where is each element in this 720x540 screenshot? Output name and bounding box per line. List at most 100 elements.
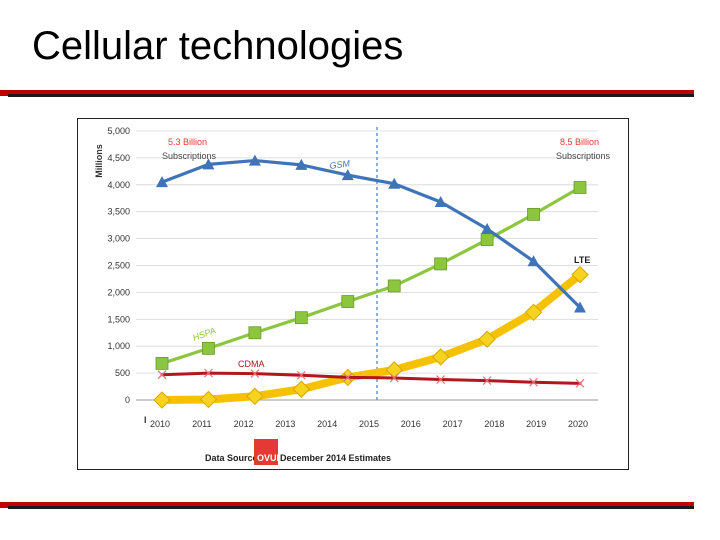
data-point	[248, 326, 262, 340]
series-line-lte	[158, 270, 584, 404]
data-point-stroke	[482, 376, 492, 386]
source-label: Data Source	[205, 453, 258, 463]
x-tick-label: 2017	[443, 419, 463, 429]
data-point	[155, 357, 169, 370]
data-point	[246, 387, 264, 405]
y-tick-label: 3,000	[107, 234, 130, 244]
data-point	[250, 369, 260, 379]
data-point-stroke	[389, 373, 399, 383]
data-point	[157, 370, 167, 380]
data-point	[387, 279, 401, 293]
title-divider	[0, 90, 694, 97]
data-point	[292, 380, 311, 398]
x-tick-label: 2012	[234, 419, 254, 429]
data-point-stroke	[157, 370, 167, 380]
series-line-cdma	[160, 371, 582, 385]
series-line-gsm	[160, 158, 582, 310]
data-point	[434, 196, 447, 208]
data-point	[294, 311, 308, 325]
data-point	[295, 158, 308, 170]
x-tick-label: 2015	[359, 419, 379, 429]
data-point	[482, 376, 492, 386]
data-point-stroke	[575, 378, 585, 388]
source-brand-box	[254, 439, 278, 465]
data-point	[199, 390, 218, 409]
data-point	[341, 169, 354, 181]
x-axis-ticks: 2010 2011 2012 2013 2014 2015 2016 2017 2018 2019…	[150, 419, 588, 429]
chart-frame: 0 500 1,000 1,500 2,000 2,500 3,000 3,500 4,000 4…	[77, 118, 629, 470]
data-point	[204, 368, 213, 378]
data-point	[575, 378, 585, 388]
y-tick-label: 1,000	[107, 341, 130, 351]
data-point	[434, 257, 448, 271]
x-tick-label: 2010	[150, 419, 170, 429]
source-caption: December 2014 Estimates	[280, 453, 391, 463]
y-axis-ticks: 0 500 1,000 1,500 2,000 2,500 3,000 3,500 4,000 4…	[107, 126, 130, 405]
data-point	[436, 375, 446, 384]
data-point-stroke	[250, 369, 260, 379]
left-annotation-caption: Subscriptions	[162, 151, 217, 161]
data-point	[341, 295, 355, 308]
data-point-stroke	[343, 372, 353, 382]
data-point	[389, 373, 399, 383]
x-tick-label: 2011	[192, 419, 211, 429]
extra-tick: I	[144, 415, 147, 425]
data-point-stroke	[204, 368, 213, 378]
x-tick-label: 2013	[275, 419, 295, 429]
source-brand: OVUM	[257, 453, 284, 463]
y-tick-label: 1,500	[107, 314, 130, 324]
data-point	[388, 177, 401, 189]
data-point-stroke	[436, 375, 446, 384]
data-point	[202, 341, 215, 355]
data-point	[343, 372, 353, 382]
data-point	[524, 303, 543, 322]
data-point	[527, 255, 540, 267]
data-point	[573, 181, 587, 194]
y-tick-label: 3,500	[107, 207, 130, 217]
y-axis-label: Millions	[94, 144, 104, 178]
data-point	[480, 233, 494, 247]
series-label-lte: LTE	[574, 255, 590, 265]
series-layer	[153, 154, 589, 409]
data-point	[481, 222, 494, 234]
data-point	[529, 377, 538, 387]
data-point	[153, 391, 171, 409]
right-annotation-value: 8.5 Billion	[560, 137, 599, 147]
data-point	[202, 158, 215, 170]
y-tick-label: 4,500	[107, 153, 130, 163]
series-lte	[153, 265, 589, 409]
y-tick-label: 4,000	[107, 180, 130, 190]
data-point	[571, 265, 589, 284]
data-point	[527, 207, 540, 221]
series-label-cdma: CDMA	[238, 359, 265, 369]
series-cdma	[157, 368, 585, 388]
data-point	[296, 370, 306, 380]
y-tick-label: 5,000	[107, 126, 130, 136]
data-point	[248, 154, 261, 166]
x-tick-label: 2018	[484, 419, 504, 429]
series-gsm	[156, 154, 586, 313]
data-point-stroke	[529, 377, 538, 387]
data-point	[431, 348, 450, 366]
series-hspa	[155, 181, 587, 370]
x-tick-label: 2020	[568, 419, 588, 429]
y-tick-label: 2,000	[107, 287, 130, 297]
series-label-gsm: GSM	[329, 158, 351, 171]
x-tick-label: 2016	[401, 419, 421, 429]
footer-divider	[0, 502, 694, 509]
data-point	[478, 330, 496, 348]
right-annotation-caption: Subscriptions	[556, 151, 611, 161]
data-point-stroke	[296, 370, 306, 380]
left-annotation-value: 5.3 Billion	[168, 137, 207, 147]
y-tick-label: 500	[115, 368, 130, 378]
y-tick-label: 2,500	[107, 261, 130, 271]
series-label-hspa: HSPA	[191, 325, 217, 343]
subscriptions-chart: 0 500 1,000 1,500 2,000 2,500 3,000 3,500 4,000 4…	[94, 126, 611, 465]
series-line-hspa	[160, 185, 582, 366]
x-tick-label: 2019	[526, 419, 546, 429]
data-point	[156, 176, 168, 188]
data-point	[574, 301, 586, 313]
x-tick-label: 2014	[317, 419, 337, 429]
y-tick-label: 0	[125, 395, 130, 405]
slide-title: Cellular technologies	[32, 24, 404, 68]
